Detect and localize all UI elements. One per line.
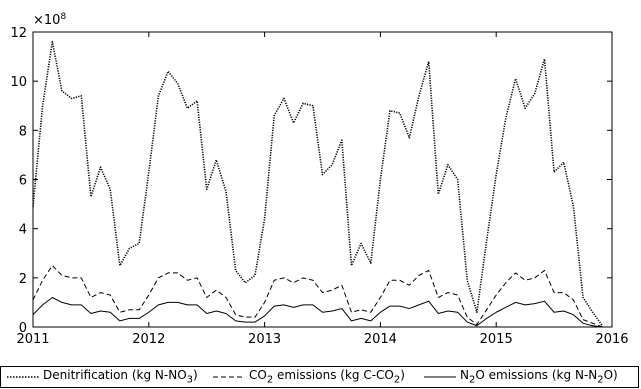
y-tick-label: 2	[19, 272, 27, 287]
x-tick-label: 2015	[480, 332, 513, 347]
y-tick-label: 8	[19, 124, 27, 139]
series-line-dashed	[32, 265, 603, 328]
legend-label-denitrification: Denitrification (kg N-NO3)	[43, 368, 198, 386]
dashed-line-swatch	[213, 376, 245, 378]
x-tick-label: 2012	[132, 332, 165, 347]
y-multiplier-label: ×108	[33, 12, 66, 28]
ticks-group: 2011 2012 2013 2014 2015 2016 0 2 4 6 8 10 12	[10, 26, 628, 347]
chart-legend: Denitrification (kg N-NO3) CO2 emissions…	[0, 366, 639, 388]
y-tick-label: 6	[19, 174, 27, 189]
series-line-solid	[32, 297, 603, 328]
x-tick-label: 2014	[364, 332, 397, 347]
legend-label-n2o: N2O emissions (kg N-N2O)	[460, 368, 618, 386]
axes	[32, 31, 613, 328]
y-tick-label: 0	[19, 321, 27, 336]
y-multiplier-exponent: 8	[60, 12, 66, 22]
x-tick-label: 2011	[16, 332, 49, 347]
legend-item-co2: CO2 emissions (kg C-CO2)	[213, 367, 405, 387]
x-tick-label: 2016	[595, 332, 628, 347]
legend-label-co2: CO2 emissions (kg C-CO2)	[249, 368, 405, 386]
dotted-line-swatch	[7, 376, 39, 378]
legend-item-n2o: N2O emissions (kg N-N2O)	[424, 367, 618, 387]
solid-line-swatch	[424, 376, 456, 378]
legend-item-denitrification: Denitrification (kg N-NO3)	[7, 367, 198, 387]
plot-frame	[32, 31, 613, 328]
series-group	[32, 41, 604, 328]
y-tick-label: 4	[19, 223, 27, 238]
y-tick-label: 12	[10, 26, 27, 41]
series-line-dotted	[32, 41, 604, 327]
line-chart: 2011 2012 2013 2014 2015 2016 0 2 4 6 8 10 12 ×108	[10, 12, 628, 347]
y-tick-label: 10	[10, 75, 27, 90]
x-tick-label: 2013	[248, 332, 281, 347]
